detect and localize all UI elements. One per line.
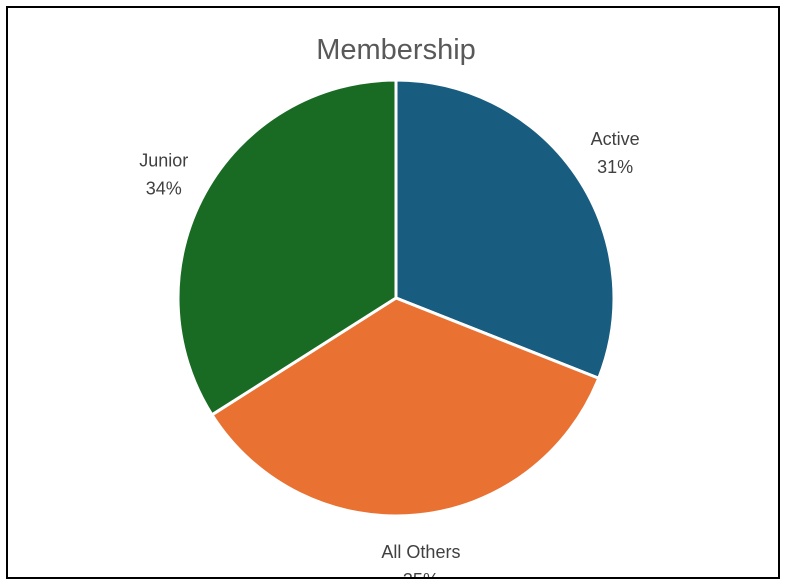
slice-label-all-others: All Others 35% <box>381 542 460 577</box>
slice-category-name: All Others <box>381 542 460 562</box>
slice-percent: 34% <box>146 178 182 198</box>
slice-label-active: Active 31% <box>591 129 640 177</box>
pie-chart: Membership Active 31% All Others 35% Junior 3… <box>139 34 639 577</box>
slice-category-name: Active <box>591 129 640 149</box>
slice-percent: 31% <box>597 157 633 177</box>
pie-slice-active <box>394 78 616 380</box>
slice-percent: 35% <box>403 570 439 577</box>
slice-label-junior: Junior 34% <box>139 150 188 198</box>
pie-slices <box>176 78 616 518</box>
chart-title: Membership <box>316 34 476 66</box>
slice-labels: Active 31% All Others 35% Junior 34% <box>139 129 639 577</box>
slice-category-name: Junior <box>139 150 188 170</box>
pie-slice-all-others <box>210 296 601 518</box>
chart-frame: Membership Active 31% All Others 35% Junior 3… <box>6 6 780 579</box>
pie-slice-junior <box>176 78 398 417</box>
